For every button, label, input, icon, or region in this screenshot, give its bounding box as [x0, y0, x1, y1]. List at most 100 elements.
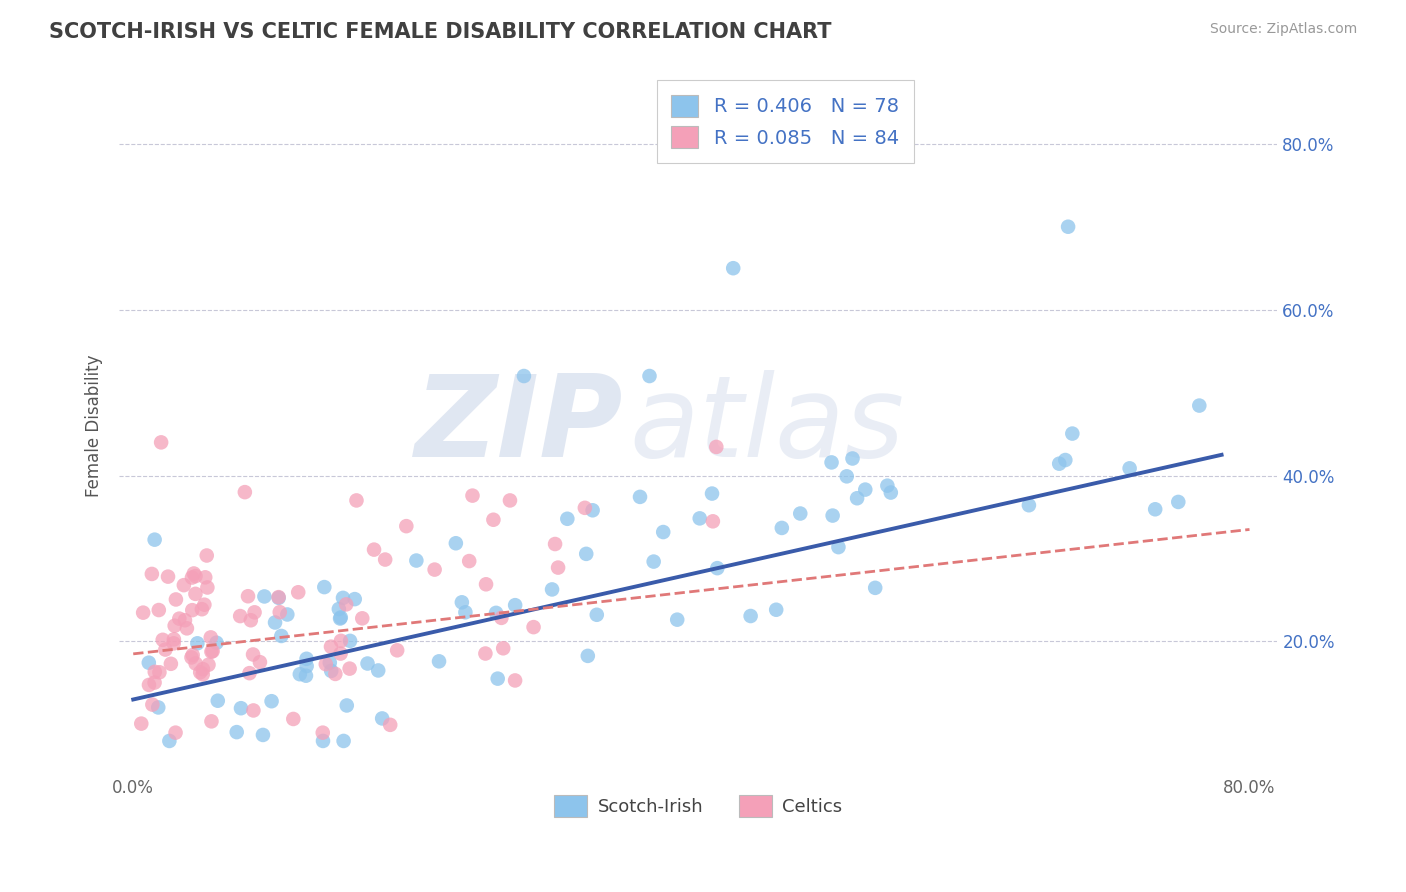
Point: [191, 602, 214, 616]
Point: [821, 508, 844, 523]
Point: [253, 590, 276, 604]
Point: [141, 698, 163, 712]
Point: [132, 606, 155, 620]
Point: [721, 261, 744, 276]
Point: [575, 547, 598, 561]
Point: [363, 542, 385, 557]
Point: [184, 569, 207, 583]
Point: [628, 490, 651, 504]
Point: [450, 595, 472, 609]
Point: [242, 703, 264, 717]
Point: [332, 734, 354, 748]
Point: [236, 589, 259, 603]
Point: [191, 662, 214, 676]
Point: [287, 585, 309, 599]
Point: [499, 493, 522, 508]
Point: [541, 582, 564, 597]
Point: [827, 540, 849, 554]
Point: [1144, 502, 1167, 516]
Point: [835, 469, 858, 483]
Point: [197, 657, 219, 672]
Point: [689, 511, 711, 525]
Point: [207, 694, 229, 708]
Point: [702, 514, 724, 528]
Point: [321, 664, 343, 678]
Point: [264, 615, 287, 630]
Point: [820, 455, 842, 469]
Point: [454, 605, 477, 619]
Point: [1167, 495, 1189, 509]
Point: [319, 656, 342, 670]
Point: [200, 631, 222, 645]
Point: [328, 602, 350, 616]
Point: [143, 665, 166, 679]
Point: [444, 536, 467, 550]
Point: [163, 632, 186, 647]
Point: [704, 440, 727, 454]
Point: [503, 598, 526, 612]
Point: [863, 581, 886, 595]
Point: [138, 656, 160, 670]
Point: [295, 659, 318, 673]
Point: [295, 652, 318, 666]
Point: [700, 486, 723, 500]
Point: [576, 648, 599, 663]
Point: [129, 716, 152, 731]
Point: [183, 566, 205, 581]
Point: [329, 647, 352, 661]
Point: [188, 665, 211, 680]
Point: [380, 718, 402, 732]
Y-axis label: Female Disability: Female Disability: [86, 354, 103, 497]
Point: [367, 664, 389, 678]
Point: [181, 570, 204, 584]
Point: [143, 533, 166, 547]
Point: [458, 554, 481, 568]
Point: [319, 640, 342, 654]
Point: [585, 607, 607, 622]
Point: [200, 645, 222, 659]
Point: [1057, 219, 1080, 234]
Point: [229, 701, 252, 715]
Point: [522, 620, 544, 634]
Point: [155, 642, 177, 657]
Point: [176, 621, 198, 635]
Point: [789, 507, 811, 521]
Point: [503, 673, 526, 688]
Point: [427, 654, 450, 668]
Point: [329, 610, 352, 624]
Point: [315, 657, 337, 672]
Point: [195, 549, 218, 563]
Point: [1188, 399, 1211, 413]
Point: [184, 657, 207, 671]
Point: [295, 669, 318, 683]
Legend: Scotch-Irish, Celtics: Scotch-Irish, Celtics: [547, 788, 849, 824]
Point: [666, 613, 689, 627]
Point: [853, 483, 876, 497]
Point: [148, 700, 170, 714]
Point: [267, 591, 290, 605]
Point: [156, 569, 179, 583]
Text: ZIP: ZIP: [415, 370, 623, 482]
Point: [846, 491, 869, 506]
Point: [205, 636, 228, 650]
Point: [141, 566, 163, 581]
Point: [343, 592, 366, 607]
Point: [841, 451, 863, 466]
Point: [323, 667, 346, 681]
Point: [180, 650, 202, 665]
Point: [252, 728, 274, 742]
Point: [229, 609, 252, 624]
Point: [276, 607, 298, 622]
Point: [339, 633, 361, 648]
Point: [356, 657, 378, 671]
Point: [1018, 498, 1040, 512]
Point: [1062, 426, 1084, 441]
Point: [249, 655, 271, 669]
Point: [243, 605, 266, 619]
Point: [163, 636, 186, 650]
Point: [329, 611, 352, 625]
Point: [138, 678, 160, 692]
Point: [461, 489, 484, 503]
Point: [201, 644, 224, 658]
Point: [880, 485, 903, 500]
